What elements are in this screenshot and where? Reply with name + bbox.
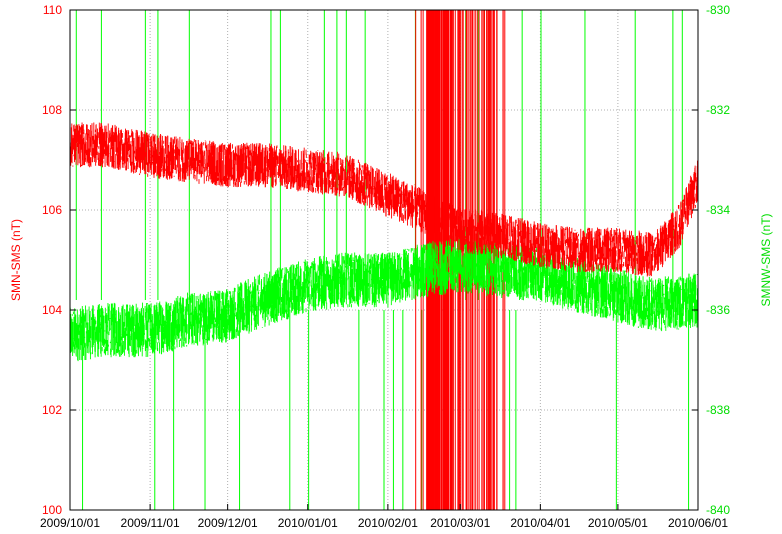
left-tick-label: 104 xyxy=(42,303,62,317)
left-tick-label: 108 xyxy=(42,103,62,117)
right-tick-label: -834 xyxy=(706,203,730,217)
left-y-axis: 100 102 104 106 108 110 xyxy=(42,3,76,517)
x-tick-label: 2009/11/01 xyxy=(121,516,180,530)
x-tick-label: 2010/05/01 xyxy=(588,516,648,530)
left-tick-label: 100 xyxy=(42,503,62,517)
right-axis-title: SMNW-SMS (nT) xyxy=(759,213,773,306)
right-tick-label: -838 xyxy=(706,403,730,417)
right-tick-label: -840 xyxy=(706,503,730,517)
right-tick-label: -832 xyxy=(706,103,730,117)
left-axis-title: SMN-SMS (nT) xyxy=(9,219,23,301)
right-y-axis: -840 -838 -836 -834 -832 -830 xyxy=(692,3,730,517)
left-tick-label: 110 xyxy=(43,3,62,17)
series-smn-sms xyxy=(69,122,699,277)
x-tick-label: 2010/01/01 xyxy=(278,516,338,530)
left-tick-label: 102 xyxy=(42,403,62,417)
x-tick-label: 2010/04/01 xyxy=(510,516,570,530)
plot-frame xyxy=(69,9,699,511)
x-axis: 2009/10/01 2009/11/01 2009/12/01 2010/01/01… xyxy=(40,504,728,530)
x-tick-label: 2009/12/01 xyxy=(198,516,258,530)
right-tick-label: -830 xyxy=(706,3,730,17)
left-tick-label: 106 xyxy=(42,203,62,217)
x-tick-label: 2009/10/01 xyxy=(40,516,100,530)
x-tick-label: 2010/02/01 xyxy=(358,516,418,530)
right-tick-label: -836 xyxy=(706,303,730,317)
x-tick-label: 2010/06/01 xyxy=(668,516,728,530)
x-tick-label: 2010/03/01 xyxy=(430,516,490,530)
